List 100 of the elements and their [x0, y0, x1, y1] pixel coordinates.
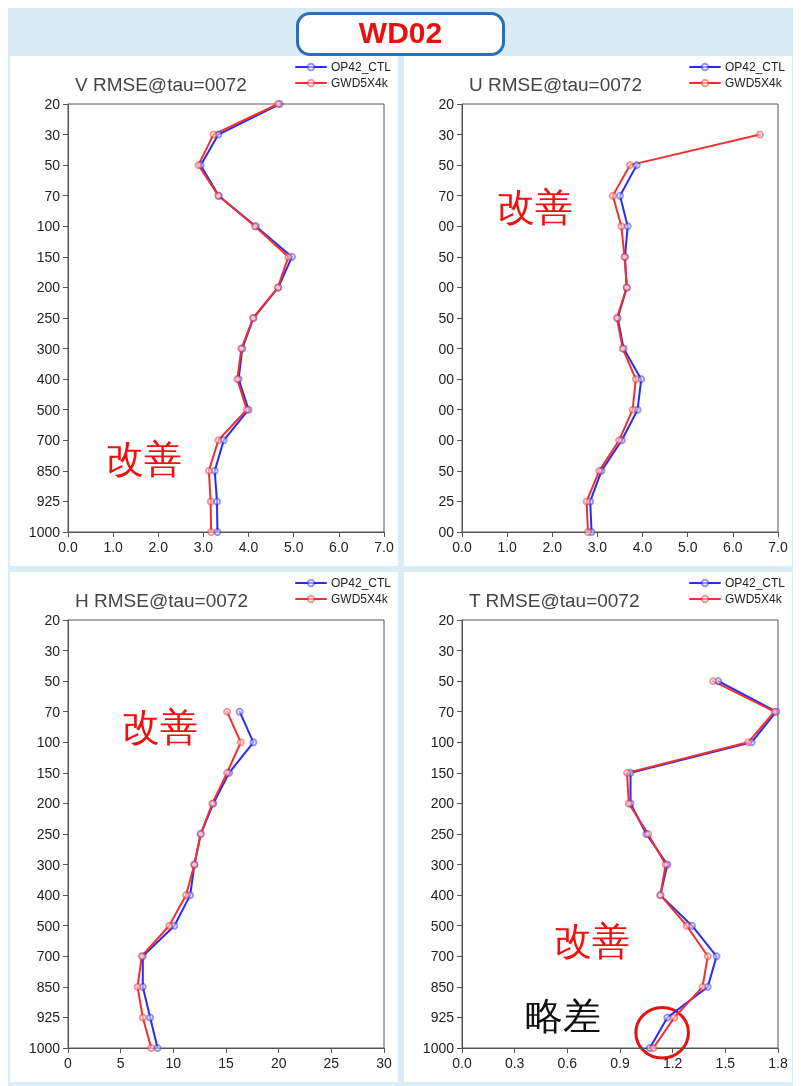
- point: [222, 707, 231, 716]
- y-tick-label: 150: [36, 764, 60, 781]
- y-tick-label: 1000: [28, 1040, 60, 1056]
- y-tick-label: 25: [437, 493, 454, 510]
- point: [213, 436, 222, 445]
- y-tick-label: 50: [437, 248, 454, 265]
- x-tick-label: 2.0: [542, 539, 562, 555]
- x-tick-label: 0.0: [451, 1055, 472, 1071]
- y-tick-label: 850: [430, 978, 454, 995]
- y-tick-label: 00: [437, 371, 454, 388]
- point: [164, 921, 173, 930]
- legend-label: GWD5X4k: [330, 76, 389, 90]
- y-tick-label: 70: [43, 703, 60, 720]
- y-tick-label: 700: [36, 432, 60, 449]
- x-tick-label: 1.0: [102, 539, 123, 555]
- x-tick-label: 3.0: [193, 539, 213, 555]
- point: [628, 405, 637, 414]
- x-tick-label: 1.0: [496, 539, 517, 555]
- point: [698, 982, 707, 991]
- legend-label: OP42_CTL: [330, 576, 391, 590]
- y-tick-label: 300: [36, 856, 60, 873]
- y-tick-label: 250: [430, 826, 454, 842]
- x-tick-label: 0.0: [451, 539, 472, 555]
- point: [615, 191, 624, 200]
- point: [755, 130, 764, 139]
- legend-label: OP42_CTL: [724, 60, 785, 74]
- x-tick-label: 1.8: [767, 1055, 788, 1071]
- y-tick-label: 925: [430, 1009, 454, 1026]
- y-tick-label: 500: [36, 401, 60, 418]
- y-tick-label: 100: [36, 734, 60, 751]
- y-tick-label: 00: [437, 524, 454, 540]
- y-tick-label: 200: [36, 795, 60, 812]
- y-tick-label: 700: [430, 948, 454, 965]
- y-tick-label: 50: [43, 673, 60, 690]
- y-tick-label: 00: [437, 401, 454, 418]
- y-tick-label: 1000: [422, 1040, 454, 1056]
- point: [632, 161, 641, 170]
- x-tick-label: 6.0: [328, 539, 349, 555]
- point: [631, 375, 640, 384]
- y-tick-label: 1000: [28, 524, 60, 540]
- x-tick-label: 0.3: [504, 1055, 525, 1071]
- x-tick-label: 1.5: [715, 1055, 735, 1071]
- y-tick-label: 50: [437, 310, 454, 326]
- x-tick-label: 0: [63, 1055, 72, 1071]
- y-tick-label: 00: [437, 279, 454, 296]
- point: [283, 252, 292, 261]
- x-tick-label: 0.0: [57, 539, 78, 555]
- chart-title: H RMSE@tau=0072: [74, 590, 248, 611]
- y-tick-label: 400: [36, 371, 60, 388]
- point: [622, 768, 631, 777]
- y-tick-label: 250: [36, 826, 60, 842]
- y-tick-label: 500: [430, 917, 454, 934]
- y-tick-label: 850: [36, 462, 60, 479]
- legend-label: OP42_CTL: [330, 60, 391, 74]
- y-tick-label: 250: [36, 310, 60, 326]
- y-tick-label: 70: [437, 703, 454, 720]
- y-tick-label: 200: [430, 795, 454, 812]
- x-tick-label: 7.0: [767, 539, 788, 555]
- y-tick-label: 200: [36, 279, 60, 296]
- y-tick-label: 20: [437, 96, 454, 112]
- y-tick-label: 00: [437, 432, 454, 449]
- point: [212, 528, 221, 536]
- y-tick-label: 70: [437, 187, 454, 204]
- legend-label: OP42_CTL: [724, 576, 785, 590]
- y-tick-label: 150: [36, 248, 60, 265]
- text: WD02: [295, 12, 506, 56]
- x-tick-label: 15: [217, 1055, 234, 1071]
- point: [206, 497, 215, 506]
- point: [616, 222, 625, 231]
- x-tick-label: 6.0: [722, 539, 743, 555]
- point: [662, 1013, 671, 1022]
- annotation: 略差: [524, 993, 601, 1038]
- point: [743, 738, 752, 747]
- point: [204, 466, 213, 475]
- y-tick-label: 100: [430, 734, 454, 751]
- y-tick-label: 30: [43, 642, 60, 659]
- y-tick-label: 50: [437, 157, 454, 174]
- point: [669, 1013, 678, 1022]
- point: [703, 952, 712, 961]
- y-tick-label: 400: [36, 887, 60, 904]
- point: [206, 528, 215, 536]
- point: [212, 497, 221, 506]
- y-tick-label: 925: [36, 1009, 60, 1026]
- legend-label: GWD5X4k: [330, 592, 389, 606]
- x-tick-label: 1.2: [662, 1055, 683, 1071]
- y-tick-label: 500: [36, 917, 60, 934]
- x-tick-label: 7.0: [373, 539, 394, 555]
- x-tick-label: 4.0: [238, 539, 259, 555]
- chart-title: T RMSE@tau=0072: [468, 590, 639, 611]
- y-tick-label: 100: [36, 218, 60, 235]
- y-tick-label: 300: [36, 340, 60, 357]
- point: [625, 161, 634, 170]
- y-tick-label: 00: [437, 218, 454, 235]
- x-tick-label: 10: [165, 1055, 181, 1071]
- x-tick-label: 5: [116, 1055, 125, 1071]
- x-tick-label: 3.0: [587, 539, 607, 555]
- y-tick-label: 30: [437, 126, 454, 143]
- y-tick-label: 850: [36, 978, 60, 995]
- point: [236, 738, 245, 747]
- y-tick-label: 700: [36, 948, 60, 965]
